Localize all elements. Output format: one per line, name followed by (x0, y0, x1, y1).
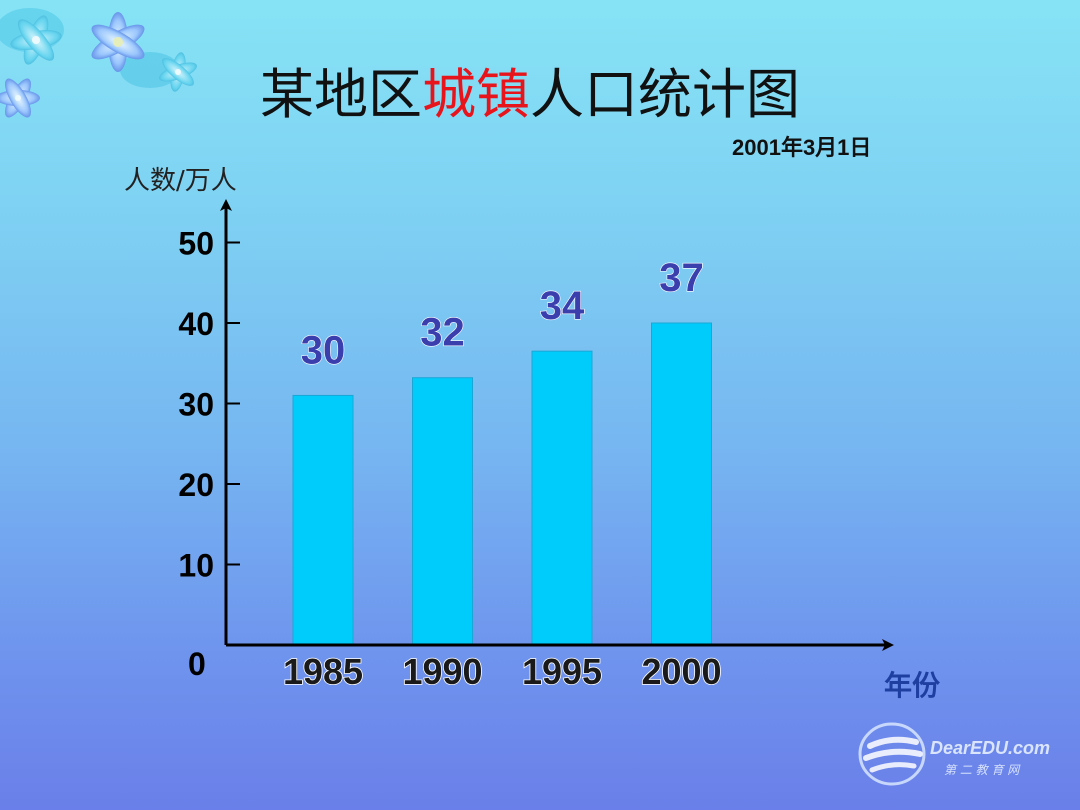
y-tick-label: 20 (178, 467, 214, 503)
x-category-label: 1990 (402, 651, 482, 692)
chart-title: 某地区城镇人口统计图 (260, 60, 900, 130)
bar (531, 350, 593, 646)
bar-value-label: 30 (301, 328, 346, 372)
x-axis-label: 年份 (884, 669, 941, 702)
y-tick-label: 0 (188, 646, 206, 682)
y-axis-label: 人数/万人 (124, 166, 237, 196)
bar-value-label: 37 (659, 256, 704, 300)
x-category-label: 2000 (641, 651, 721, 692)
title-part-2: 人口统计图 (530, 63, 800, 126)
x-category-label: 1985 (283, 651, 363, 692)
bar (651, 322, 712, 646)
flower-decoration-icon (0, 8, 197, 118)
deeredu-logo-icon: DearEDU.com 第 二 教 育 网 (858, 722, 1050, 786)
y-tick-label: 10 (178, 548, 214, 584)
chart-date: 2001年3月1日 (732, 135, 872, 160)
watermark-brand-cn: 第 二 教 育 网 (944, 763, 1021, 777)
bar-value-label: 34 (540, 284, 585, 328)
watermark-brand: DearEDU.com (930, 738, 1050, 758)
y-tick-label: 30 (178, 387, 214, 423)
bar (412, 377, 473, 646)
y-tick-label: 40 (178, 306, 214, 342)
x-category-label: 1995 (522, 651, 602, 692)
bar (292, 394, 354, 646)
y-tick-label: 50 (178, 226, 214, 262)
title-part-1: 某地区 (260, 63, 422, 126)
bar-value-label: 32 (420, 311, 465, 355)
title-highlight: 城镇 (422, 63, 530, 126)
